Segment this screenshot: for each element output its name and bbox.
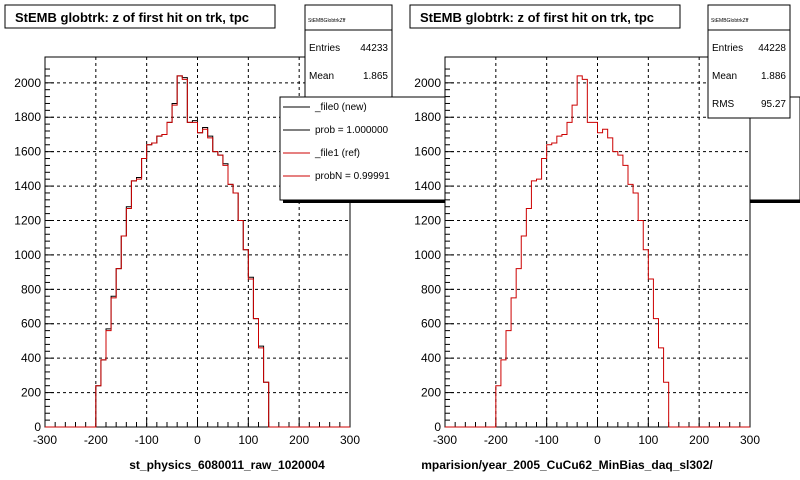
y-tick-label: 1400 [14,179,41,193]
stats-value: 44233 [360,43,388,54]
legend-entry: _file1 (ref) [314,148,360,159]
y-tick-label: 1000 [14,248,41,262]
y-tick-label: 200 [21,386,41,400]
legend-entry: _file0 (new) [314,102,367,113]
y-tick-label: 600 [421,317,441,331]
stats-box [707,4,791,119]
x-tick-label: 200 [689,433,709,447]
stats-name: StEMBGlobtrkZff [308,18,346,24]
y-tick-label: 400 [421,351,441,365]
y-tick-label: 1800 [414,110,441,124]
y-tick-label: 1200 [14,213,41,227]
x-tick-label: 300 [340,433,360,447]
x-tick-label: -100 [135,433,159,447]
y-tick-label: 1200 [414,213,441,227]
chart-title: StEMB globtrk: z of first hit on trk, tp… [420,10,654,25]
y-tick-label: 2000 [14,76,41,90]
y-tick-label: 1000 [414,248,441,262]
stats-label: Entries [309,43,340,54]
x-tick-label: 200 [289,433,309,447]
x-tick-label: -200 [84,433,108,447]
x-tick-label: -300 [433,433,457,447]
x-tick-label: 100 [238,433,258,447]
y-tick-label: 2000 [414,76,441,90]
y-tick-label: 800 [21,282,41,296]
stats-label: Mean [712,71,737,82]
stats-label: Mean [309,71,334,82]
x-tick-label: 300 [740,433,760,447]
legend-entry: prob = 1.000000 [315,125,389,136]
title-box [4,4,276,29]
chart-title: StEMB globtrk: z of first hit on trk, tp… [15,10,249,25]
x-tick-label: 100 [638,433,658,447]
x-tick-label: 0 [194,433,201,447]
x-axis-label: st_physics_6080011_raw_1020004 [129,458,325,472]
x-tick-label: 0 [594,433,601,447]
stats-value: 95.27 [761,99,786,110]
histogram-series-1 [445,75,750,428]
y-tick-label: 1600 [414,145,441,159]
y-tick-label: 0 [34,420,41,434]
x-axis-label: mparision/year_2005_CuCu62_MinBias_daq_s… [421,458,713,472]
y-tick-label: 1800 [14,110,41,124]
y-tick-label: 400 [21,351,41,365]
stats-value: 44228 [758,43,786,54]
chart-pad-2: -300 -200 -100 0 100 200 300 0 200 400 600 800 1000 1… [409,4,791,472]
x-tick-label: -100 [535,433,559,447]
x-tick-label: -200 [484,433,508,447]
stats-value: 1.865 [363,71,388,82]
y-tick-label: 800 [421,282,441,296]
y-tick-label: 1400 [414,179,441,193]
title-box [409,4,681,29]
legend-entry: probN = 0.99991 [315,171,390,182]
stats-label: Entries [712,43,743,54]
histogram-series-2 [45,75,350,428]
y-tick-label: 200 [421,386,441,400]
stats-value: 1.886 [761,71,786,82]
y-tick-label: 600 [21,317,41,331]
y-tick-label: 1600 [14,145,41,159]
y-tick-label: 0 [434,420,441,434]
stats-name: StEMBGlobtrkZff [711,18,749,24]
stats-label: RMS [712,99,735,110]
x-tick-label: -300 [33,433,57,447]
